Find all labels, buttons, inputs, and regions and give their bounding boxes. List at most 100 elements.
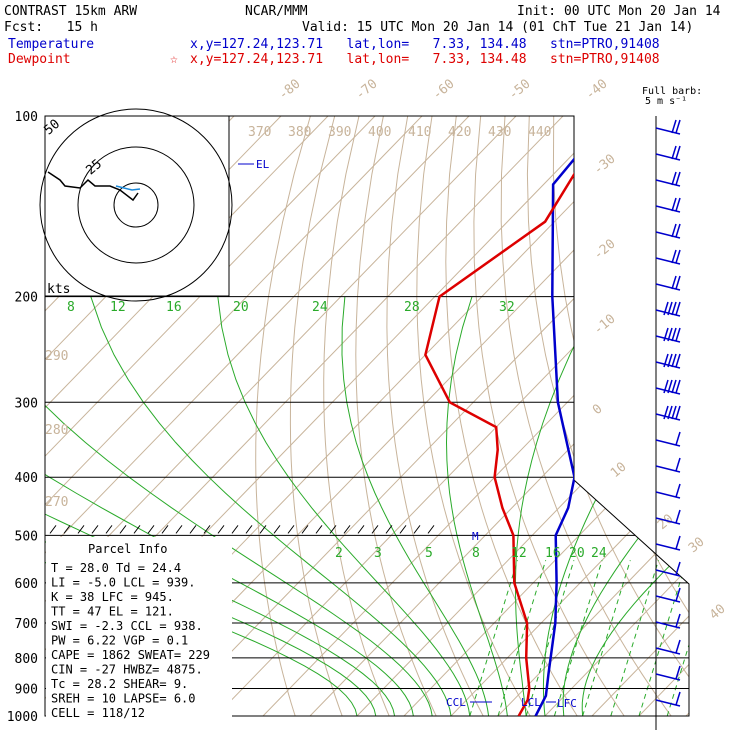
moist-adiabat-line bbox=[542, 296, 689, 716]
isotherm-line bbox=[356, 116, 689, 716]
mixing-ratio-label: 12 bbox=[511, 546, 527, 561]
dry-adiabat-line bbox=[700, 116, 740, 716]
isotherm-label: -30 bbox=[591, 151, 619, 178]
wind-barb-flag bbox=[675, 457, 681, 472]
pressure-tick-label: 1000 bbox=[7, 710, 38, 725]
theta-label: 430 bbox=[488, 125, 511, 140]
mixing-ratio-line bbox=[638, 560, 688, 716]
mixing-ratio-label: 20 bbox=[233, 300, 249, 315]
full-barb-unit: 5 m s⁻¹ bbox=[645, 96, 687, 107]
wind-barb-flag bbox=[671, 119, 677, 134]
mixing-ratio-line bbox=[553, 560, 603, 716]
hatch-mark bbox=[133, 525, 141, 534]
theta-label: 270 bbox=[45, 495, 68, 510]
dry-adiabat-line bbox=[255, 116, 311, 716]
profiles bbox=[424, 116, 612, 716]
wind-barb-flag bbox=[675, 535, 681, 550]
wind-barb-flag bbox=[675, 171, 681, 186]
moist-adiabat-line bbox=[514, 296, 600, 716]
wind-barb-flag bbox=[671, 301, 677, 316]
hatch-mark bbox=[91, 525, 99, 534]
wind-barb-flag bbox=[667, 379, 673, 394]
wind-barb-flag bbox=[667, 301, 673, 316]
isotherm-label: 40 bbox=[707, 602, 729, 624]
mixing-ratio-line bbox=[469, 560, 518, 716]
mixing-ratio-label: 3 bbox=[374, 546, 382, 561]
dry-adiabat-line bbox=[323, 116, 390, 716]
parcel-info-row: K = 38 LFC = 945. bbox=[51, 590, 174, 604]
hatch-mark bbox=[245, 525, 253, 534]
hatch-mark bbox=[189, 525, 197, 534]
hatch-mark bbox=[399, 525, 407, 534]
mixing-ratio-line bbox=[666, 560, 689, 716]
moist-adiabat-line bbox=[217, 296, 471, 716]
theta-label: 290 bbox=[45, 349, 68, 364]
wind-barb-flag bbox=[663, 353, 669, 368]
level-label-lfc: LFC bbox=[557, 697, 577, 710]
wind-barb-flag bbox=[675, 509, 681, 524]
header: CONTRAST 15km ARW NCAR/MMM Init: 00 UTC … bbox=[4, 4, 721, 67]
isotherm-line bbox=[497, 116, 689, 716]
isotherm-line bbox=[45, 116, 470, 716]
isotherm-line bbox=[544, 116, 689, 716]
moist-adiabat-line bbox=[562, 296, 689, 716]
wind-barb-flag bbox=[675, 587, 681, 602]
mixing-ratio-label: 8 bbox=[67, 300, 75, 315]
pressure-tick-label: 700 bbox=[15, 617, 38, 632]
hodograph: 50 25 kts bbox=[39, 108, 233, 302]
hatch-mark bbox=[273, 525, 281, 534]
hatch-mark bbox=[329, 525, 337, 534]
parcel-info-row: CAPE = 1862 SWEAT= 229 bbox=[51, 648, 210, 662]
mixing-ratio-label: 20 bbox=[569, 546, 585, 561]
isotherm-line bbox=[45, 116, 376, 716]
isotherm-line bbox=[215, 116, 689, 716]
parcel-info-frame bbox=[46, 537, 232, 717]
wind-barb-flag bbox=[675, 275, 681, 290]
dry-adiabat-line bbox=[500, 116, 672, 716]
pressure-tick-label: 300 bbox=[15, 396, 38, 411]
theta-label: 380 bbox=[288, 125, 311, 140]
hodograph-ring-outer bbox=[39, 108, 233, 302]
hatch-mark bbox=[301, 525, 309, 534]
wind-barb-flag bbox=[671, 145, 677, 160]
wind-barb-flag bbox=[675, 145, 681, 160]
wind-barb-flag bbox=[671, 275, 677, 290]
isotherm-line bbox=[450, 116, 689, 716]
parcel-info-title: Parcel Info bbox=[88, 542, 167, 556]
parcel-info-row: SWI = -2.3 CCL = 938. bbox=[51, 619, 203, 633]
hatch-mark bbox=[315, 525, 323, 534]
wind-barb-flag bbox=[675, 691, 681, 706]
isotherm-line bbox=[168, 116, 689, 716]
temperature-location: x,y=127.24,123.71 lat,lon= 7.33, 134.48 … bbox=[190, 37, 660, 52]
hatch-mark bbox=[427, 525, 435, 534]
moist-adiabat-line bbox=[445, 296, 508, 716]
wind-barb-flag bbox=[671, 405, 677, 420]
hatch-mark bbox=[413, 525, 421, 534]
hatch-mark bbox=[357, 525, 365, 534]
parcel-info-row: TT = 47 EL = 121. bbox=[51, 605, 174, 619]
wind-barbs: Full barb: 5 m s⁻¹ bbox=[642, 86, 702, 730]
theta-label: 400 bbox=[368, 125, 391, 140]
theta-label: 410 bbox=[408, 125, 431, 140]
hodograph-units: kts bbox=[47, 282, 70, 297]
dewpoint-profile bbox=[424, 116, 612, 716]
hatch-mark bbox=[49, 525, 57, 534]
wind-barb-flag bbox=[675, 327, 681, 342]
star-icon: ☆ bbox=[170, 52, 178, 67]
hodograph-ring-middle bbox=[77, 146, 195, 264]
wind-barb-flag bbox=[675, 119, 681, 134]
org-title: NCAR/MMM bbox=[245, 4, 308, 19]
hatch-mark bbox=[217, 525, 225, 534]
wind-barb-flag bbox=[675, 197, 681, 212]
dry-adiabat-line bbox=[289, 116, 343, 716]
wind-barb-flag bbox=[675, 379, 681, 394]
wind-barb-flag bbox=[675, 665, 681, 680]
pressure-tick-label: 800 bbox=[15, 652, 38, 667]
isotherm-line bbox=[262, 116, 689, 716]
wind-barb-flag bbox=[675, 405, 681, 420]
mixing-ratio-label: 16 bbox=[545, 546, 561, 561]
dry-adiabat-line bbox=[386, 116, 484, 716]
level-label-el: EL bbox=[256, 158, 270, 171]
dry-adiabat-line bbox=[473, 116, 625, 716]
mixing-ratio-line bbox=[610, 560, 659, 716]
